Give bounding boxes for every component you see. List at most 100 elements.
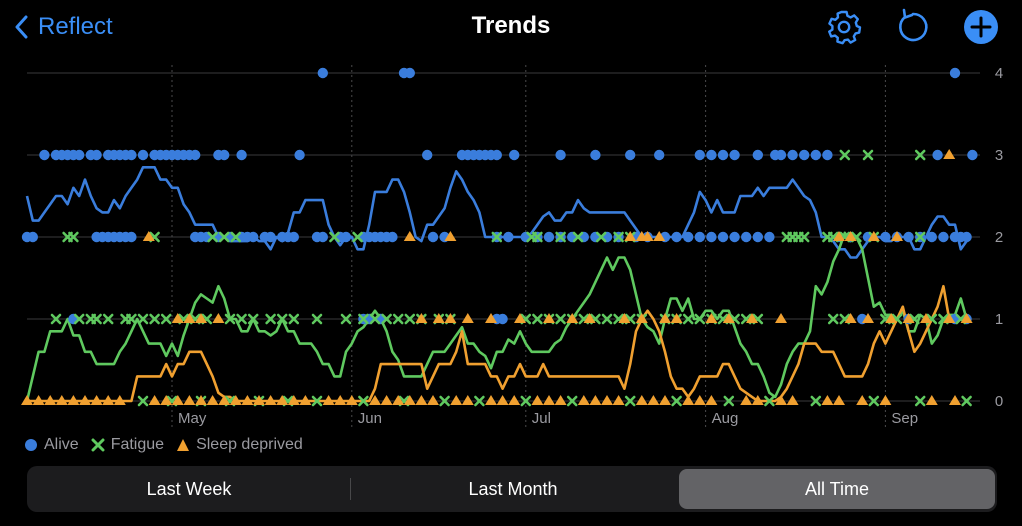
data-point [90,395,103,405]
data-point [635,395,648,405]
data-point [862,313,874,323]
data-point [497,313,508,325]
data-point [322,395,335,405]
data-point [317,231,328,243]
segment-last-month[interactable]: Last Month [468,479,558,499]
data-point [340,313,352,325]
data-point [422,149,433,161]
data-point [403,395,416,405]
data-point [583,313,596,323]
data-point [729,149,740,161]
refresh-icon[interactable] [894,8,932,46]
page-title: Trends [471,12,551,39]
data-point [653,231,666,241]
data-point [717,149,729,161]
data-point [44,395,57,405]
data-point [717,231,729,243]
y-tick-label: 3 [995,147,1003,164]
legend-item-alive: Alive [24,436,79,454]
data-point [450,395,463,405]
back-button[interactable]: Reflect [14,10,113,44]
data-point [612,395,625,405]
data-point [764,395,775,407]
data-point [334,395,347,405]
data-point [879,395,892,405]
data-point [32,395,45,405]
gear-icon[interactable] [825,8,863,46]
back-label: Reflect [38,13,113,40]
data-point [248,231,259,243]
data-point [236,149,247,161]
data-point [68,231,79,243]
data-point [798,231,810,243]
data-point [601,313,613,325]
data-point [126,149,137,161]
data-point [444,231,457,241]
data-point [844,231,857,241]
data-point [142,231,155,241]
data-point [671,395,682,407]
data-point [21,395,33,405]
data-point [839,149,851,161]
data-point [149,313,160,325]
data-point [137,395,149,407]
data-point [752,149,763,161]
data-point [885,313,898,323]
data-point [671,231,682,243]
data-point [577,395,590,405]
data-point [218,395,231,405]
data-point [79,395,91,405]
add-icon[interactable] [962,8,1000,46]
data-point [659,313,671,323]
data-point [427,395,439,405]
data-point [73,313,85,325]
legend-label-alive: Alive [44,436,79,453]
data-point [705,395,718,405]
data-point [137,149,149,161]
data-point [491,231,503,243]
data-point [670,313,683,323]
data-point [647,395,660,405]
data-point [775,313,787,323]
data-point [369,395,381,405]
data-point [39,149,50,161]
data-point [799,149,810,161]
data-point [833,231,845,241]
data-point [206,395,219,405]
data-point [224,313,236,325]
data-point [751,395,764,405]
data-point [171,313,184,323]
segment-divider [350,478,351,500]
data-point [555,149,566,161]
data-point [706,149,717,161]
data-point [775,149,787,161]
data-point [474,395,485,407]
legend-item-fatigue: Fatigue [91,436,164,454]
data-point [926,231,937,243]
data-point [183,313,196,323]
data-point [253,395,265,405]
legend-label-fatigue: Fatigue [110,436,165,453]
data-point [566,313,579,323]
segment-all-time[interactable]: All Time [679,469,995,509]
data-point [659,395,671,405]
data-point [91,149,102,161]
data-point [288,231,299,243]
data-point [746,313,758,323]
data-point [827,313,839,325]
data-point [741,231,752,243]
data-point [514,313,526,323]
data-point [601,395,613,405]
legend-circle-icon [25,439,37,451]
legend-label-sleep-deprived: Sleep deprived [196,436,303,453]
data-point [938,231,949,243]
x-tick-label: Aug [712,410,739,427]
data-point [694,149,705,161]
data-point [126,231,137,243]
chart-legend: Alive Fatigue Sleep deprived [24,433,315,457]
data-point [572,231,584,243]
data-point [380,395,393,405]
data-point [340,231,352,243]
data-point [288,313,300,325]
segment-last-week[interactable]: Last Week [146,479,232,499]
